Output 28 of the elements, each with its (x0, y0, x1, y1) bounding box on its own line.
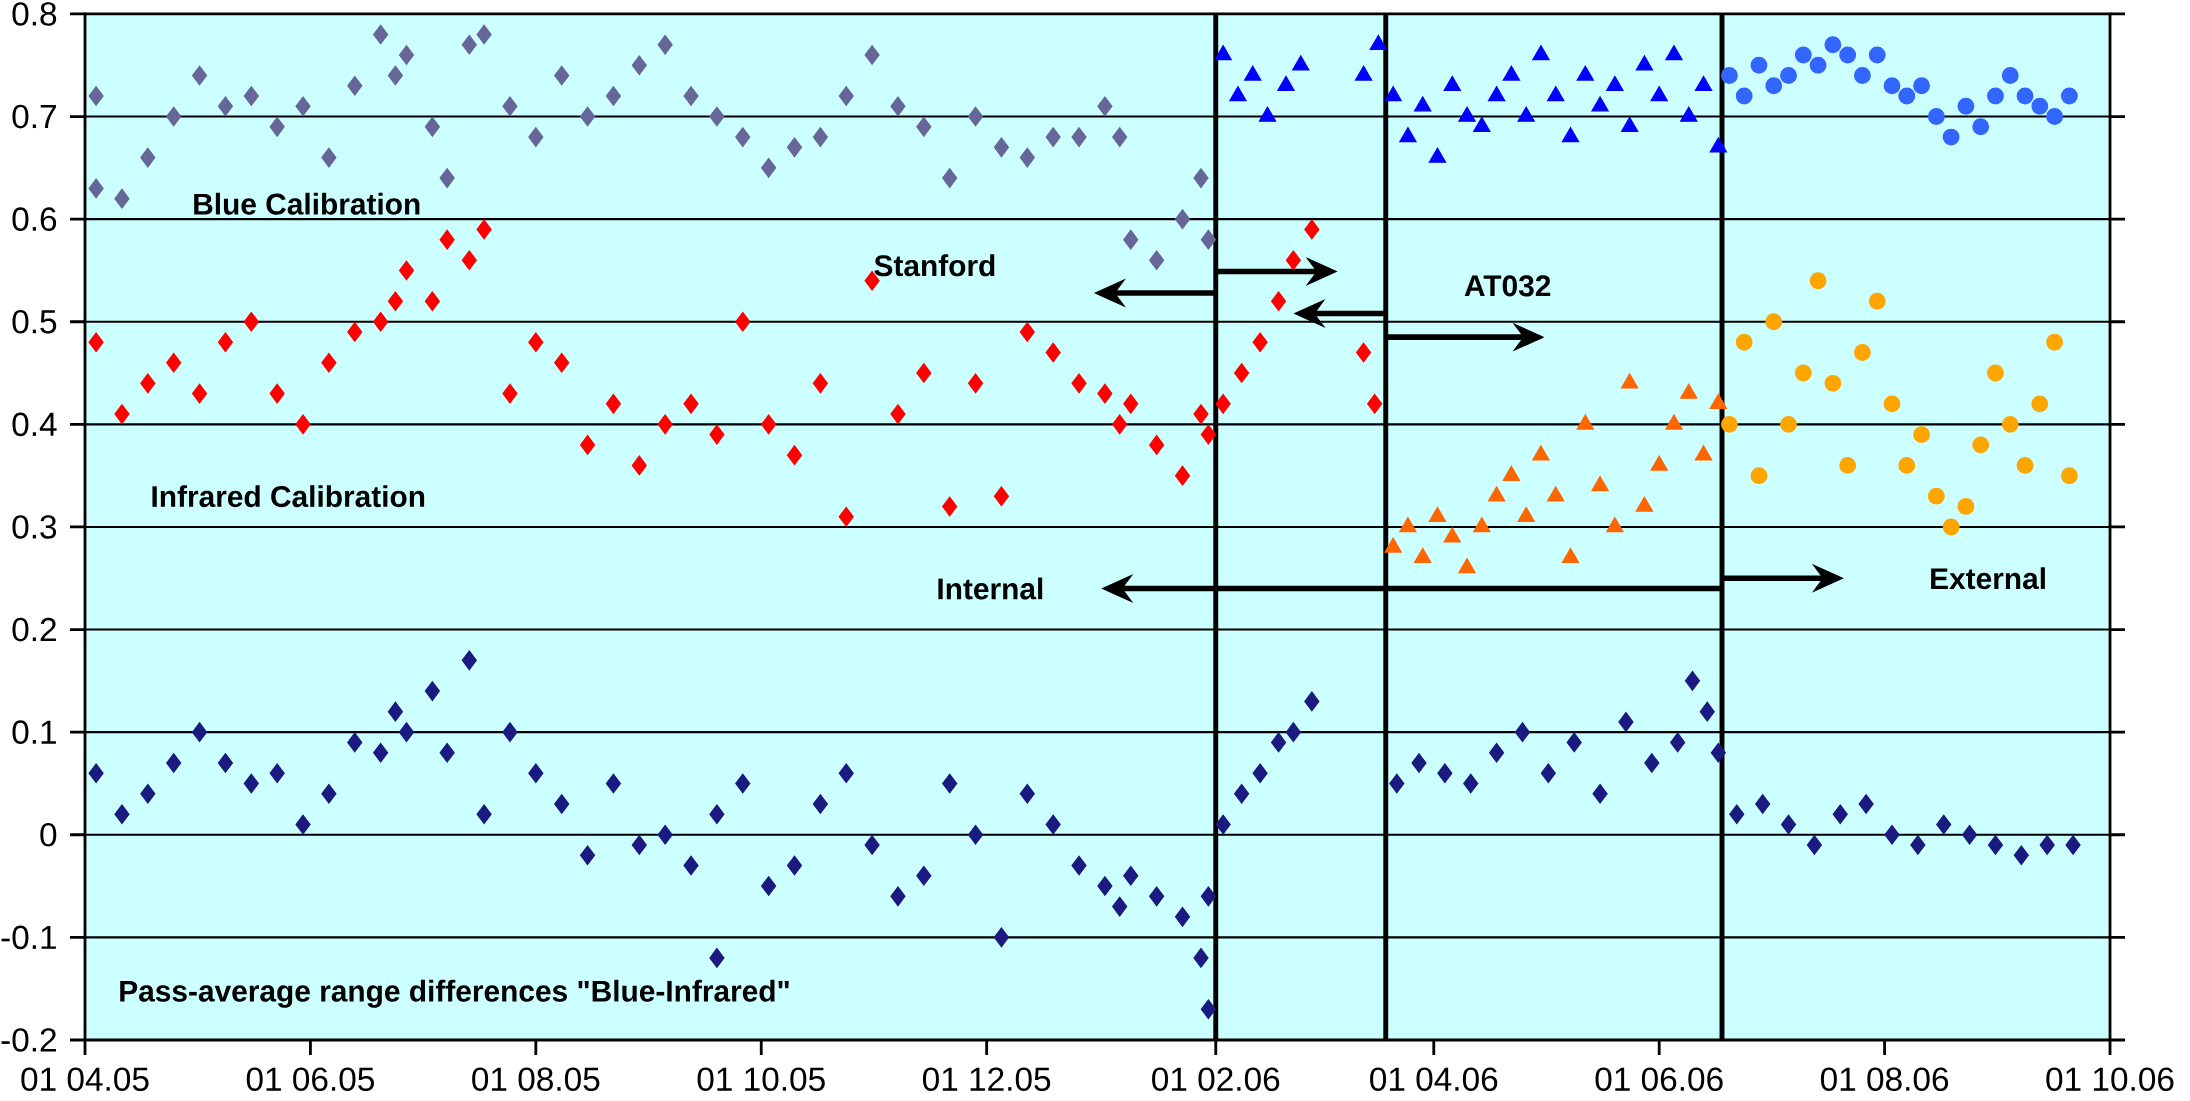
annotation: External (1931, 567, 2045, 590)
y-tick-label: 0.1 (12, 720, 56, 745)
annotation: Infrared Calibration (152, 485, 425, 508)
y-tick-label: 0.5 (12, 309, 57, 334)
x-tick-label: 01 06.05 (246, 1067, 374, 1092)
x-tick-label: 01 08.06 (1820, 1067, 1949, 1092)
x-tick-label: 01 10.06 (2046, 1067, 2174, 1092)
x-tick-label: 01 04.05 (21, 1067, 149, 1092)
x-tick-label: 01 04.06 (1370, 1067, 1498, 1092)
annotation: Pass-average range differences "Blue-Infrared" (120, 979, 789, 1008)
x-tick-label: 01 10.05 (697, 1067, 825, 1092)
y-tick-label: 0 (40, 822, 57, 847)
y-tick-label: 0.3 (12, 515, 57, 539)
y-tick-label: -0.1 (1, 925, 56, 950)
y-tick-label: 0.2 (12, 617, 56, 642)
annotation: Stanford (874, 254, 995, 277)
annotation: Blue Calibration (194, 192, 420, 215)
x-tick-label: 01 12.05 (923, 1067, 1051, 1092)
y-tick-label: 0.7 (12, 104, 56, 129)
y-tick-label: -0.2 (1, 1028, 56, 1052)
y-tick-label: 0.4 (12, 412, 57, 437)
y-tick-label: 0.8 (12, 2, 57, 26)
annotation: Internal (938, 577, 1043, 600)
y-tick-label: 0.6 (12, 207, 57, 231)
annotation: AT032 (1464, 275, 1551, 297)
x-tick-label: 01 02.06 (1152, 1067, 1280, 1092)
x-tick-label: 01 06.06 (1595, 1067, 1723, 1092)
x-tick-label: 01 08.05 (472, 1067, 600, 1092)
